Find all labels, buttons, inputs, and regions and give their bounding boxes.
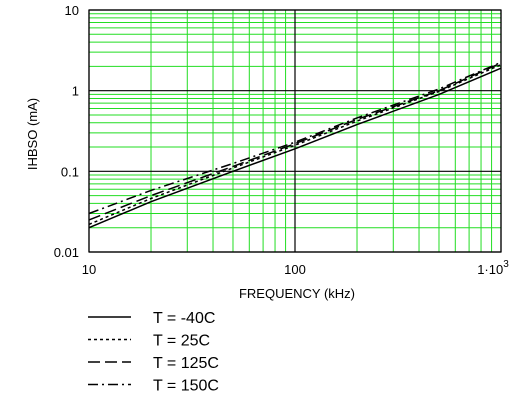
x-tick-exponent: 3 — [503, 259, 509, 270]
x-tick-labels: 10 100 1·103 — [82, 259, 509, 277]
legend-label: T = -40C — [153, 310, 215, 327]
y-axis-label: IHBSO (mA) — [25, 98, 40, 170]
series-line — [88, 64, 502, 226]
y-tick-label: 1 — [72, 84, 79, 99]
legend-label: T = 150C — [153, 378, 219, 395]
y-tick-label: 0.1 — [61, 164, 79, 179]
x-tick-label: 10 — [82, 262, 96, 277]
plot-frame — [88, 9, 502, 253]
y-tick-labels: 10 1 0.1 0.01 — [54, 3, 79, 260]
legend-label: T = 25C — [153, 333, 210, 350]
legend: T = -40C T = 25C T = 125C T = 150C — [88, 310, 219, 395]
x-axis-label: FREQUENCY (kHz) — [239, 286, 355, 301]
legend-label: T = 125C — [153, 355, 219, 372]
series-line — [88, 67, 502, 229]
x-tick-label: 100 — [284, 262, 306, 277]
x-tick-label: 1·103 — [477, 259, 509, 277]
series-group — [88, 61, 502, 229]
series-line — [88, 61, 502, 215]
y-tick-label: 10 — [65, 3, 79, 18]
y-tick-label: 0.01 — [54, 245, 79, 260]
